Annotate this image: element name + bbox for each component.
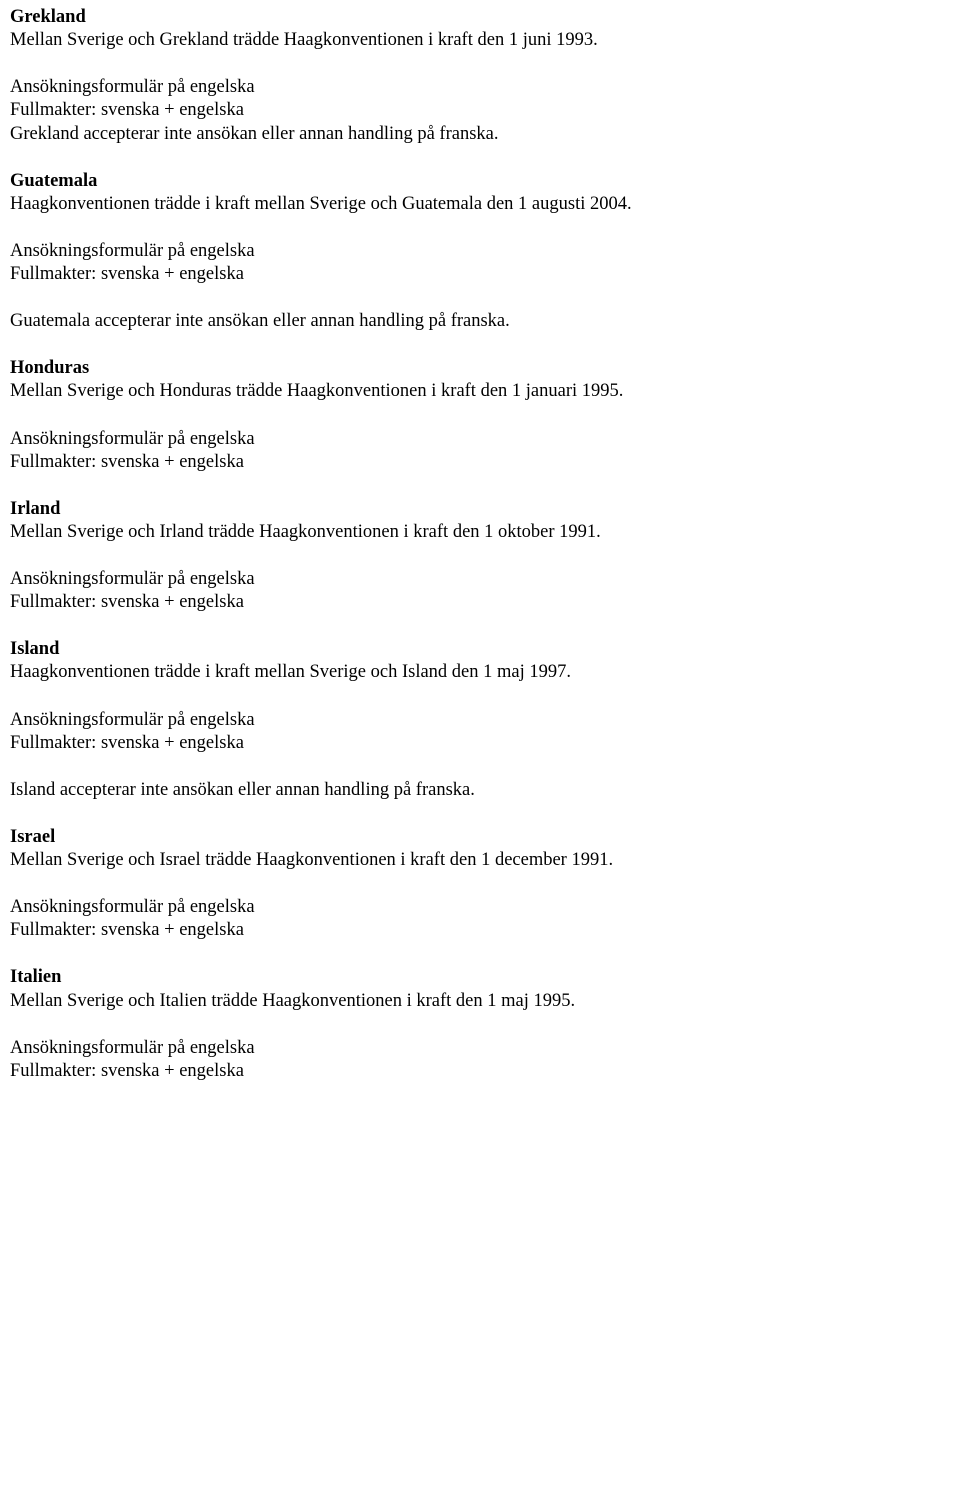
intro-text: Mellan Sverige och Irland trädde Haagkon… <box>10 521 950 544</box>
country-heading: Guatemala <box>10 170 950 193</box>
country-heading: Island <box>10 638 950 661</box>
intro-text: Mellan Sverige och Israel trädde Haagkon… <box>10 849 950 872</box>
section-israel: Israel Mellan Sverige och Israel trädde … <box>10 826 950 872</box>
section-grekland: Grekland Mellan Sverige och Grekland trä… <box>10 6 950 52</box>
note-text: Island accepterar inte ansökan eller ann… <box>10 779 950 802</box>
section-italien: Italien Mellan Sverige och Italien trädd… <box>10 966 950 1012</box>
section-guatemala: Guatemala Haagkonventionen trädde i kraf… <box>10 170 950 216</box>
form-block-grekland: Ansökningsformulär på engelska Fullmakte… <box>10 76 950 145</box>
note-block-guatemala: Guatemala accepterar inte ansökan eller … <box>10 310 950 333</box>
country-heading: Grekland <box>10 6 950 29</box>
intro-text: Haagkonventionen trädde i kraft mellan S… <box>10 661 950 684</box>
fullmakter-line: Fullmakter: svenska + engelska <box>10 732 950 755</box>
section-island: Island Haagkonventionen trädde i kraft m… <box>10 638 950 684</box>
intro-text: Mellan Sverige och Grekland trädde Haagk… <box>10 29 950 52</box>
country-heading: Israel <box>10 826 950 849</box>
intro-text: Mellan Sverige och Honduras trädde Haagk… <box>10 380 950 403</box>
form-block-guatemala: Ansökningsformulär på engelska Fullmakte… <box>10 240 950 286</box>
intro-text: Mellan Sverige och Italien trädde Haagko… <box>10 990 950 1013</box>
fullmakter-line: Fullmakter: svenska + engelska <box>10 919 950 942</box>
form-line: Ansökningsformulär på engelska <box>10 1037 950 1060</box>
fullmakter-line: Fullmakter: svenska + engelska <box>10 263 950 286</box>
note-text: Guatemala accepterar inte ansökan eller … <box>10 310 950 333</box>
form-line: Ansökningsformulär på engelska <box>10 568 950 591</box>
form-block-israel: Ansökningsformulär på engelska Fullmakte… <box>10 896 950 942</box>
document-page: Grekland Mellan Sverige och Grekland trä… <box>0 0 960 1103</box>
note-text: Grekland accepterar inte ansökan eller a… <box>10 123 950 146</box>
form-line: Ansökningsformulär på engelska <box>10 76 950 99</box>
country-heading: Italien <box>10 966 950 989</box>
form-block-island: Ansökningsformulär på engelska Fullmakte… <box>10 709 950 755</box>
form-block-italien: Ansökningsformulär på engelska Fullmakte… <box>10 1037 950 1083</box>
form-block-honduras: Ansökningsformulär på engelska Fullmakte… <box>10 428 950 474</box>
fullmakter-line: Fullmakter: svenska + engelska <box>10 1060 950 1083</box>
country-heading: Irland <box>10 498 950 521</box>
intro-text: Haagkonventionen trädde i kraft mellan S… <box>10 193 950 216</box>
note-block-island: Island accepterar inte ansökan eller ann… <box>10 779 950 802</box>
form-block-irland: Ansökningsformulär på engelska Fullmakte… <box>10 568 950 614</box>
section-irland: Irland Mellan Sverige och Irland trädde … <box>10 498 950 544</box>
form-line: Ansökningsformulär på engelska <box>10 428 950 451</box>
section-honduras: Honduras Mellan Sverige och Honduras trä… <box>10 357 950 403</box>
fullmakter-line: Fullmakter: svenska + engelska <box>10 591 950 614</box>
form-line: Ansökningsformulär på engelska <box>10 896 950 919</box>
country-heading: Honduras <box>10 357 950 380</box>
form-line: Ansökningsformulär på engelska <box>10 240 950 263</box>
form-line: Ansökningsformulär på engelska <box>10 709 950 732</box>
fullmakter-line: Fullmakter: svenska + engelska <box>10 451 950 474</box>
fullmakter-line: Fullmakter: svenska + engelska <box>10 99 950 122</box>
